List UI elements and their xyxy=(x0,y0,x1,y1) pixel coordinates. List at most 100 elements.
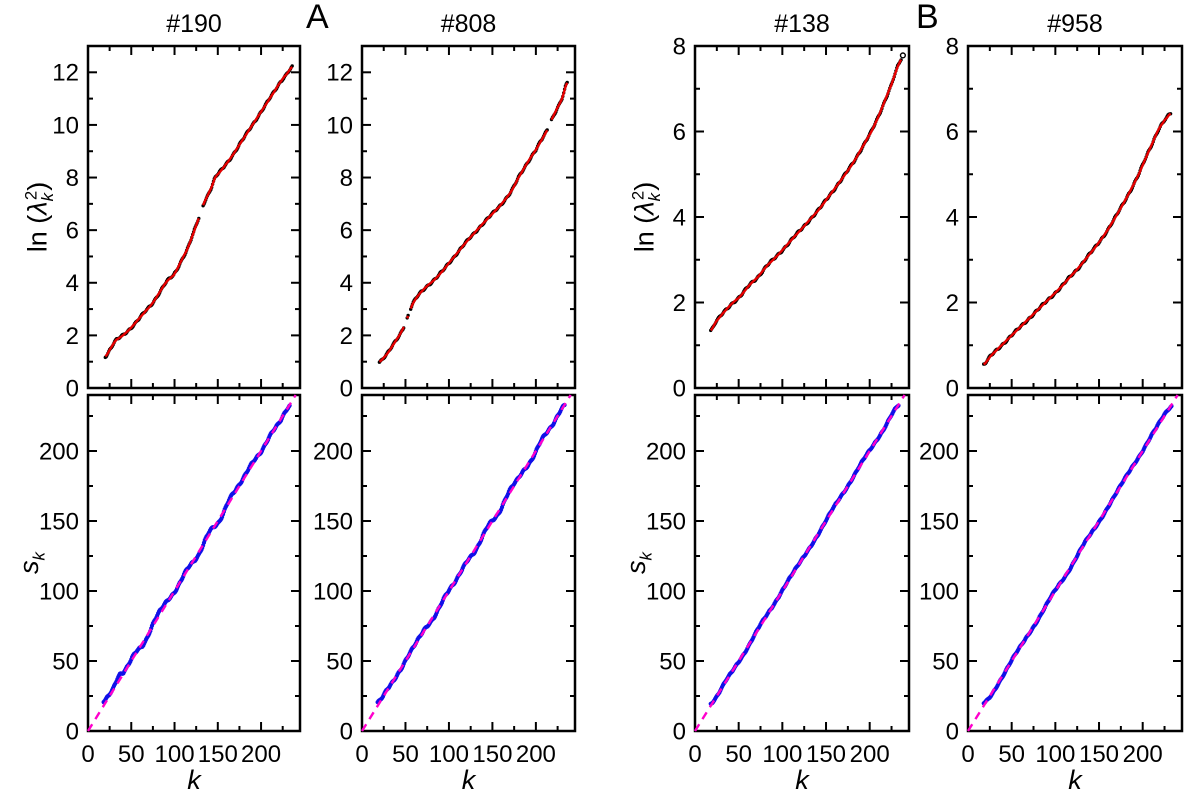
x-axis-label-k: k xyxy=(461,765,476,795)
svg-text:0: 0 xyxy=(688,741,701,768)
data-points xyxy=(981,404,1174,706)
svg-text:12: 12 xyxy=(52,60,79,87)
svg-text:0: 0 xyxy=(673,718,686,745)
identity-line xyxy=(86,394,297,732)
svg-text:2: 2 xyxy=(946,290,959,317)
fit-line xyxy=(709,59,903,332)
svg-text:150: 150 xyxy=(806,741,846,768)
svg-text:10: 10 xyxy=(52,112,79,139)
svg-text:12: 12 xyxy=(326,60,353,87)
plot-area-svg: 0 2 4 6 8 xyxy=(946,33,1184,402)
svg-text:50: 50 xyxy=(118,741,145,768)
svg-text:200: 200 xyxy=(313,438,353,465)
svg-text:50: 50 xyxy=(52,648,79,675)
y-axis-label-ln-lambda: ln (λk2) xyxy=(21,181,57,253)
y-axis-label-ln-lambda: ln (λk2) xyxy=(628,181,664,253)
svg-text:8: 8 xyxy=(673,33,686,60)
svg-text:4: 4 xyxy=(946,204,959,231)
svg-text:150: 150 xyxy=(1079,741,1119,768)
y-axis-label-sk: sk xyxy=(13,552,49,574)
svg-text:6: 6 xyxy=(66,218,79,245)
svg-text:200: 200 xyxy=(516,741,556,768)
fit-line xyxy=(982,112,1172,366)
data-points xyxy=(982,112,1173,366)
svg-text:150: 150 xyxy=(472,741,512,768)
fit-line xyxy=(104,66,293,358)
section-label-b: B xyxy=(916,0,939,36)
svg-text:100: 100 xyxy=(919,578,959,605)
svg-text:6: 6 xyxy=(340,218,353,245)
axis-ticks xyxy=(361,45,575,389)
svg-text:200: 200 xyxy=(850,741,890,768)
svg-text:0: 0 xyxy=(81,741,94,768)
panel-top-190: #190 ln (λk2) 0 2 4 6 8 10 12 xyxy=(21,12,302,402)
plot-area-svg: 0 2 4 6 8 10 12 xyxy=(52,44,302,402)
svg-text:0: 0 xyxy=(66,375,79,402)
svg-text:100: 100 xyxy=(646,578,686,605)
svg-text:0: 0 xyxy=(673,375,686,402)
svg-text:2: 2 xyxy=(340,323,353,350)
svg-text:8: 8 xyxy=(340,165,353,192)
tick-labels: 0 2 4 6 8 10 12 xyxy=(52,60,79,403)
fit-line xyxy=(378,82,569,363)
svg-text:200: 200 xyxy=(919,438,959,465)
svg-text:8: 8 xyxy=(946,33,959,60)
x-axis-label-k: k xyxy=(187,765,201,795)
axis-ticks xyxy=(967,45,1182,389)
panel-top-808: #808 0 2 4 6 8 10 12 xyxy=(326,12,577,402)
svg-text:0: 0 xyxy=(355,741,368,768)
axis-ticks xyxy=(361,395,575,732)
svg-text:0: 0 xyxy=(961,741,974,768)
identity-line xyxy=(693,394,906,732)
tick-labels: 0 2 4 6 8 xyxy=(673,33,686,402)
tick-labels: 0 2 4 6 8 xyxy=(946,33,959,402)
svg-text:50: 50 xyxy=(659,648,686,675)
outlier-point xyxy=(899,52,906,59)
data-points xyxy=(708,403,901,706)
svg-text:150: 150 xyxy=(919,508,959,535)
panel-bottom-190: sk k 0 50 100 150 200 0 50 100 150 200 xyxy=(14,393,302,794)
svg-text:100: 100 xyxy=(1035,741,1075,768)
svg-text:200: 200 xyxy=(1123,741,1163,768)
axis-ticks xyxy=(87,45,300,389)
data-points xyxy=(709,58,903,333)
plot-area-svg: 0 2 4 6 8 xyxy=(673,33,911,402)
svg-text:200: 200 xyxy=(241,741,281,768)
svg-text:50: 50 xyxy=(998,741,1025,768)
svg-text:0: 0 xyxy=(340,375,353,402)
svg-text:4: 4 xyxy=(673,204,686,231)
plot-area-svg: 0 2 4 6 8 10 12 xyxy=(326,44,577,402)
svg-text:100: 100 xyxy=(429,741,469,768)
panel-top-958: #958 0 2 4 6 8 xyxy=(946,12,1184,402)
svg-text:150: 150 xyxy=(198,741,238,768)
svg-text:6: 6 xyxy=(946,119,959,146)
data-points xyxy=(375,402,567,705)
svg-text:150: 150 xyxy=(39,508,79,535)
x-axis-label-k: k xyxy=(1068,765,1082,795)
axis-ticks xyxy=(694,45,909,389)
tick-labels: 0 2 4 6 8 10 12 xyxy=(326,60,353,403)
svg-text:10: 10 xyxy=(326,112,353,139)
svg-text:150: 150 xyxy=(313,508,353,535)
panel-title: #958 xyxy=(1047,10,1103,38)
svg-text:2: 2 xyxy=(673,290,686,317)
svg-text:4: 4 xyxy=(340,270,353,297)
svg-text:0: 0 xyxy=(66,718,79,745)
panel-title: #808 xyxy=(440,10,497,38)
svg-text:2: 2 xyxy=(66,323,79,350)
svg-text:200: 200 xyxy=(39,438,79,465)
svg-text:6: 6 xyxy=(673,119,686,146)
svg-text:150: 150 xyxy=(646,508,686,535)
identity-line xyxy=(966,394,1179,732)
svg-text:0: 0 xyxy=(946,375,959,402)
panel-top-138: #138 ln (λk2) 0 2 4 6 8 xyxy=(628,12,911,402)
y-axis-label-sk: sk xyxy=(620,552,656,574)
